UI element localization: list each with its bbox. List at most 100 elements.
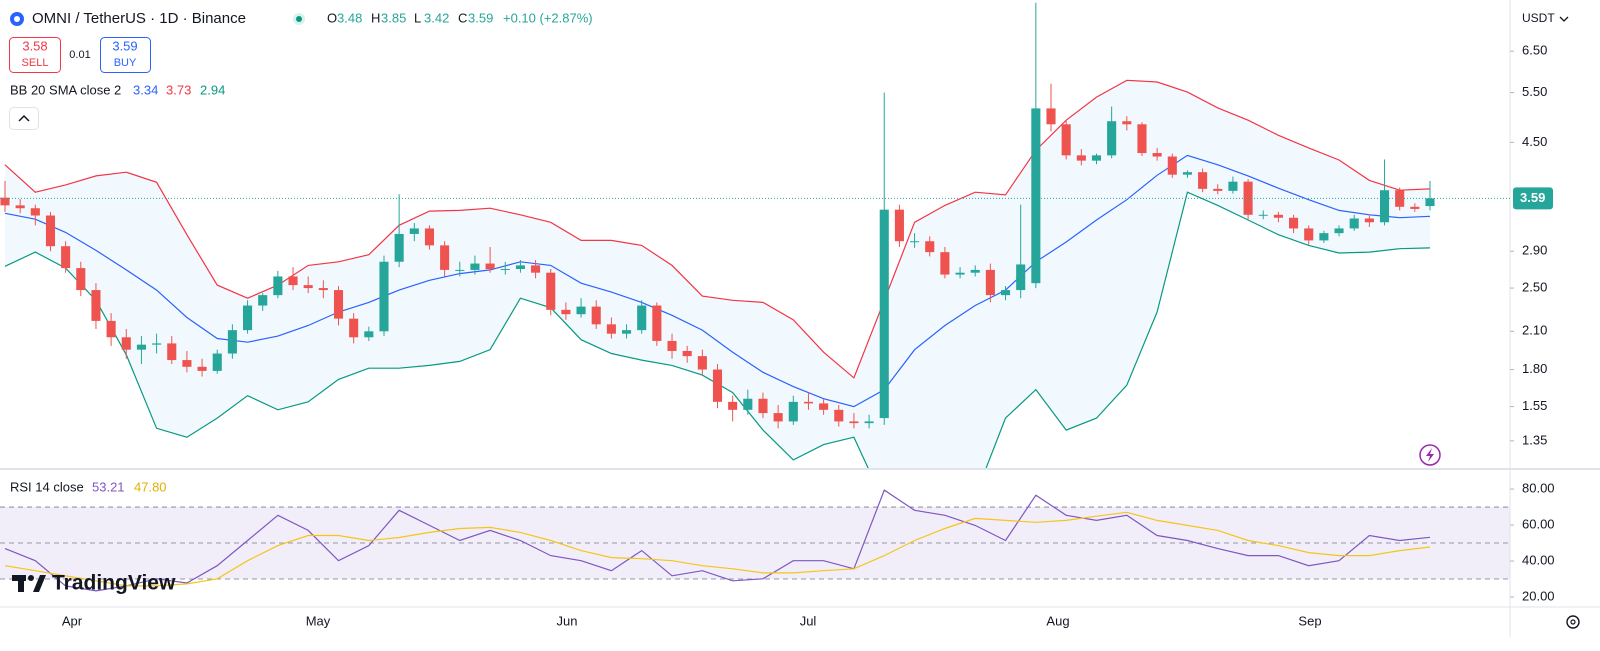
candle-body <box>1137 124 1147 154</box>
overlay: 3.59 <box>0 187 1553 210</box>
candle-body <box>45 215 56 247</box>
symbol-header: OMNI / TetherUS · 1D · Binance <box>10 10 305 27</box>
rsi-legend: RSI 14 close 53.21 47.80 <box>10 479 167 494</box>
candle-body <box>0 197 10 206</box>
x-tick-label: Jun <box>557 613 578 628</box>
candle-body <box>546 272 556 310</box>
candle-body <box>1319 233 1329 241</box>
candle-body <box>985 269 995 296</box>
candle-body <box>1167 156 1177 175</box>
candle-body <box>758 398 768 414</box>
candle-body <box>970 269 980 273</box>
rsi-legend-title[interactable]: RSI 14 close <box>10 479 84 494</box>
candle-body <box>1046 108 1056 125</box>
currency-selector[interactable]: USDT <box>1522 11 1569 25</box>
candle-body <box>409 228 419 234</box>
settings-gear-hub <box>1570 619 1576 625</box>
candle-body <box>1410 206 1420 209</box>
symbol-icon-inner <box>14 16 20 22</box>
candle-body <box>682 350 692 357</box>
candle-body <box>318 288 328 291</box>
candle-body <box>531 265 541 273</box>
sell-price: 3.58 <box>22 38 47 53</box>
candle-body <box>1304 228 1314 241</box>
y-tick-label: 40.00 <box>1522 552 1555 567</box>
alert-icon[interactable] <box>1419 444 1441 466</box>
ohlc-change: +0.10 (+2.87%) <box>503 10 593 25</box>
candle-body <box>728 401 738 410</box>
y-tick-label: 2.90 <box>1522 243 1547 258</box>
y-tick-label: 1.80 <box>1522 361 1547 376</box>
candle-body <box>470 263 480 270</box>
y-tick-label: 4.50 <box>1522 134 1547 149</box>
trade-buttons: 3.58 SELL 0.01 3.59 BUY <box>9 37 151 73</box>
ohlc-label: O <box>327 10 337 25</box>
candle-body <box>76 268 86 291</box>
brand-name: TradingView <box>52 572 176 595</box>
settings[interactable] <box>1566 615 1580 629</box>
y-tick-label: 20.00 <box>1522 588 1555 603</box>
candle-body <box>15 205 25 209</box>
ohlc-label: C <box>458 10 467 25</box>
candle-body <box>743 398 753 410</box>
ohlc-value: 3.42 <box>424 10 449 25</box>
candle-body <box>1198 172 1208 189</box>
bb-lower-value: 2.94 <box>200 82 225 97</box>
price-pane <box>0 2 1435 468</box>
candle-body <box>864 421 874 424</box>
logo-slash <box>33 575 46 592</box>
ohlc-value: 3.85 <box>381 10 406 25</box>
bb-legend: BB 20 SMA close 2 3.34 3.73 2.94 <box>9 82 225 130</box>
sell-button[interactable] <box>9 37 61 73</box>
rsi-ma-value: 47.80 <box>134 479 167 494</box>
x-tick-label: May <box>306 613 331 628</box>
y-tick-label: 6.50 <box>1522 43 1547 58</box>
candle-body <box>243 305 253 331</box>
candle-body <box>1107 121 1117 156</box>
candle-body <box>1364 218 1374 223</box>
candle-body <box>637 305 647 331</box>
alert-bolt <box>1426 448 1434 462</box>
candle-body <box>940 252 950 275</box>
brand-logo: TradingView <box>12 572 176 595</box>
candle-body <box>394 233 404 262</box>
candle-body <box>121 337 131 350</box>
line-series <box>4 79 1431 379</box>
candle-body <box>197 366 207 371</box>
candle-body <box>1273 214 1283 218</box>
y-tick-label: 5.50 <box>1522 84 1547 99</box>
candle-body <box>712 369 723 402</box>
bb-upper-value: 3.73 <box>166 82 191 97</box>
candle-body <box>1076 155 1086 161</box>
candle-body <box>849 421 859 424</box>
candle-body <box>1091 155 1102 161</box>
collapse-button[interactable] <box>9 107 39 130</box>
y-tick-label: 2.10 <box>1522 323 1547 338</box>
settings-gear[interactable] <box>1566 615 1580 629</box>
candle-body <box>1213 188 1223 191</box>
candle-body <box>1425 198 1435 207</box>
spread: 0.01 <box>69 49 90 61</box>
sell-label: SELL <box>22 57 49 69</box>
candle-body <box>652 305 662 341</box>
candle-body <box>1000 290 1011 296</box>
buy-button[interactable] <box>100 37 151 73</box>
candle-body <box>152 343 162 345</box>
bb-legend-title[interactable]: BB 20 SMA close 2 <box>10 82 121 97</box>
candle-body <box>667 340 677 351</box>
candle-body <box>273 276 283 296</box>
candle-body <box>288 276 298 286</box>
symbol-title[interactable]: OMNI / TetherUS · 1D · Binance <box>32 10 246 27</box>
candle-body <box>925 241 935 253</box>
rsi-pane <box>0 489 1510 592</box>
y-tick-label: 80.00 <box>1522 481 1555 496</box>
candle-body <box>576 306 586 315</box>
candle-body <box>591 306 601 325</box>
candle-body <box>819 403 829 410</box>
candle-body <box>1334 228 1344 234</box>
candle-body <box>333 290 344 319</box>
candle-body <box>606 324 616 334</box>
candle-body <box>258 295 268 306</box>
currency[interactable]: USDT <box>1522 11 1555 25</box>
